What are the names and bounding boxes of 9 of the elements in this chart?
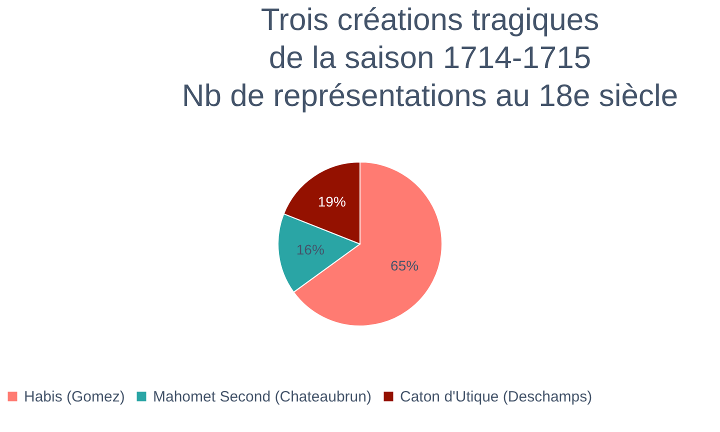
text: Nb de représentations au 18e siècle <box>182 78 678 113</box>
text: de la saison 1714-1715 <box>268 40 592 75</box>
text: Trois créations tragiques <box>260 2 600 37</box>
legend-label: Mahomet Second (Chateaubrun) <box>153 388 372 406</box>
data-label: 65% <box>390 258 419 274</box>
data-label: 16% <box>296 241 324 258</box>
data-label: 19% <box>318 194 346 210</box>
legend-label: Caton d'Utique (Deschamps) <box>400 388 592 406</box>
legend-label: Habis (Gomez) <box>24 388 125 406</box>
